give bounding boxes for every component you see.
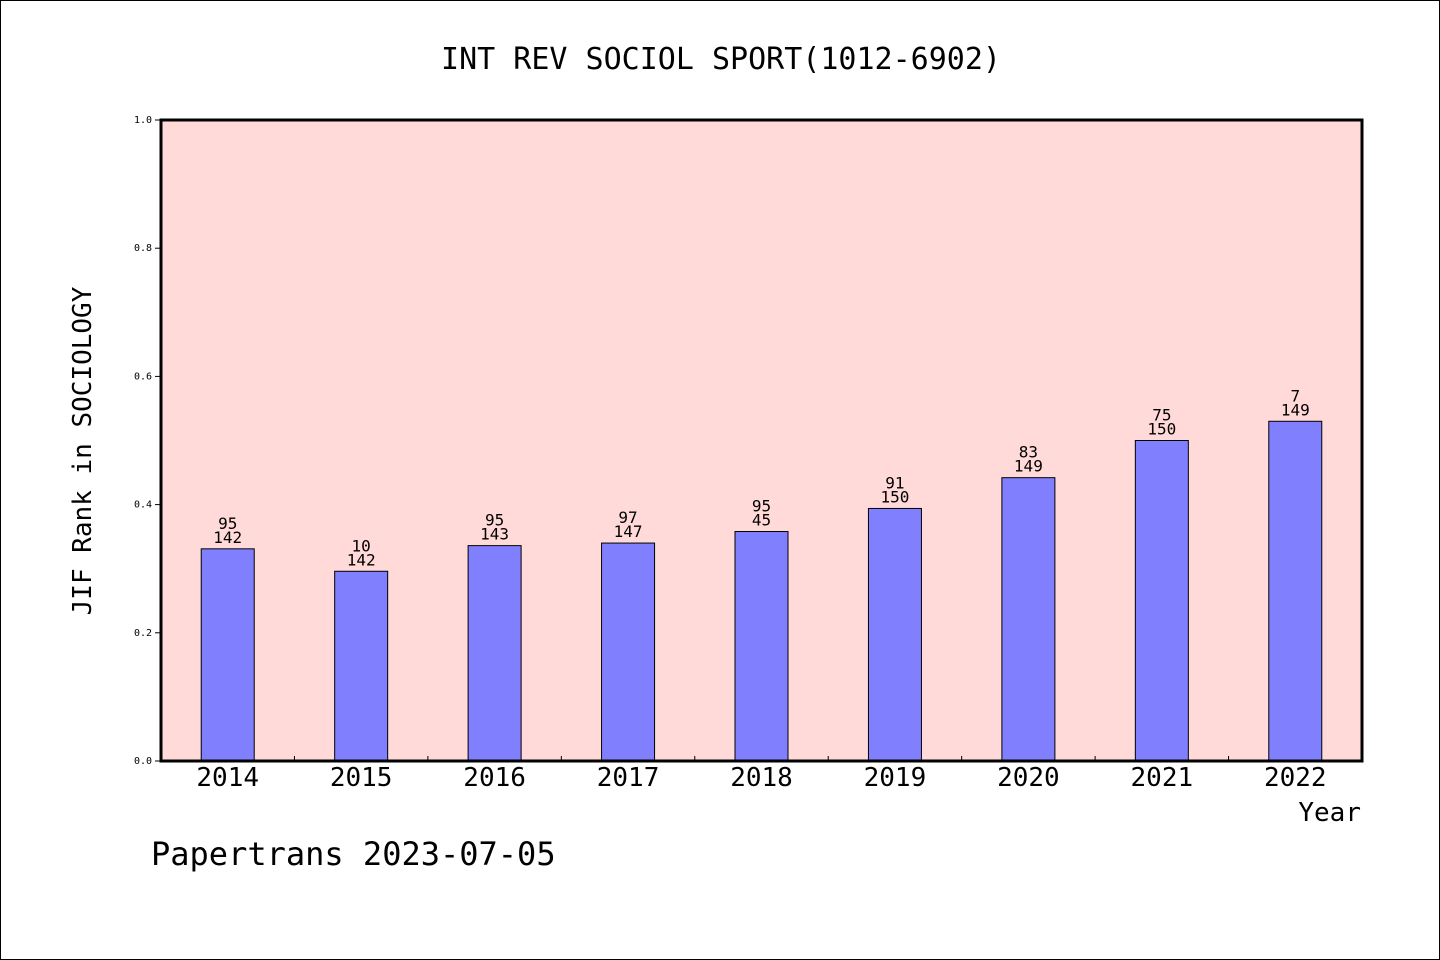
bar	[601, 542, 656, 762]
bar	[867, 507, 922, 762]
bar	[1268, 420, 1323, 762]
bar	[467, 545, 522, 762]
y-axis-label: JIF Rank in SOCIOLOGY	[68, 286, 98, 615]
footer-credit: Papertrans 2023-07-05	[151, 835, 556, 873]
rank-label: 91	[885, 473, 904, 492]
total-label: 149	[1281, 400, 1310, 419]
bar-series	[200, 420, 1323, 762]
total-label: 45	[752, 511, 771, 530]
y-tick-label: 0.6	[134, 371, 152, 382]
total-label: 149	[1014, 457, 1043, 476]
x-tick-label: 2017	[597, 763, 660, 793]
x-tick-label: 2021	[1131, 763, 1194, 793]
rank-label: 95	[752, 497, 771, 516]
total-label: 142	[347, 550, 376, 569]
y-tick-label: 0.2	[134, 628, 152, 639]
x-tick-label: 2020	[997, 763, 1060, 793]
bar	[1134, 440, 1189, 762]
y-tick-label: 0.4	[134, 500, 152, 511]
rank-label: 97	[618, 508, 637, 527]
total-label: 142	[213, 528, 242, 547]
y-tick-label: 0.0	[134, 756, 152, 767]
plot-border	[159, 118, 1364, 763]
total-label: 150	[1147, 420, 1176, 439]
rank-label: 95	[485, 511, 504, 530]
rank-label: 10	[352, 536, 371, 555]
x-tick-label: 2019	[864, 763, 927, 793]
bar	[734, 531, 789, 762]
x-axis: 2014 2015 2016 2017 2018 2019 2020 2021 2022	[196, 756, 1327, 793]
bar	[1001, 477, 1056, 762]
x-tick-label: 2016	[463, 763, 526, 793]
x-tick-label: 2022	[1264, 763, 1327, 793]
rank-label: 83	[1019, 443, 1038, 462]
y-tick-label: 0.8	[134, 243, 152, 254]
rank-label: 95	[218, 514, 237, 533]
plot-area: 0.00.20.40.60.81.0 2014 2015 2016 2017 2018 2…	[134, 115, 1364, 793]
bar	[200, 548, 255, 762]
y-tick-label: 1.0	[134, 115, 152, 126]
x-tick-label: 2015	[330, 763, 393, 793]
total-label: 143	[480, 525, 509, 544]
x-tick-label: 2018	[730, 763, 793, 793]
x-axis-label: Year	[1298, 798, 1361, 828]
bar	[334, 570, 389, 762]
chart-title: INT REV SOCIOL SPORT(1012-6902)	[441, 42, 1001, 77]
y-axis: 0.0 0.2 0.4 0.6 0.8 1.0	[134, 115, 161, 767]
total-label: 150	[880, 487, 909, 506]
total-label: 147	[614, 522, 643, 541]
rank-label: 75	[1152, 406, 1171, 425]
x-tick-label: 2014	[196, 763, 259, 793]
rank-label: 7	[1290, 386, 1300, 405]
